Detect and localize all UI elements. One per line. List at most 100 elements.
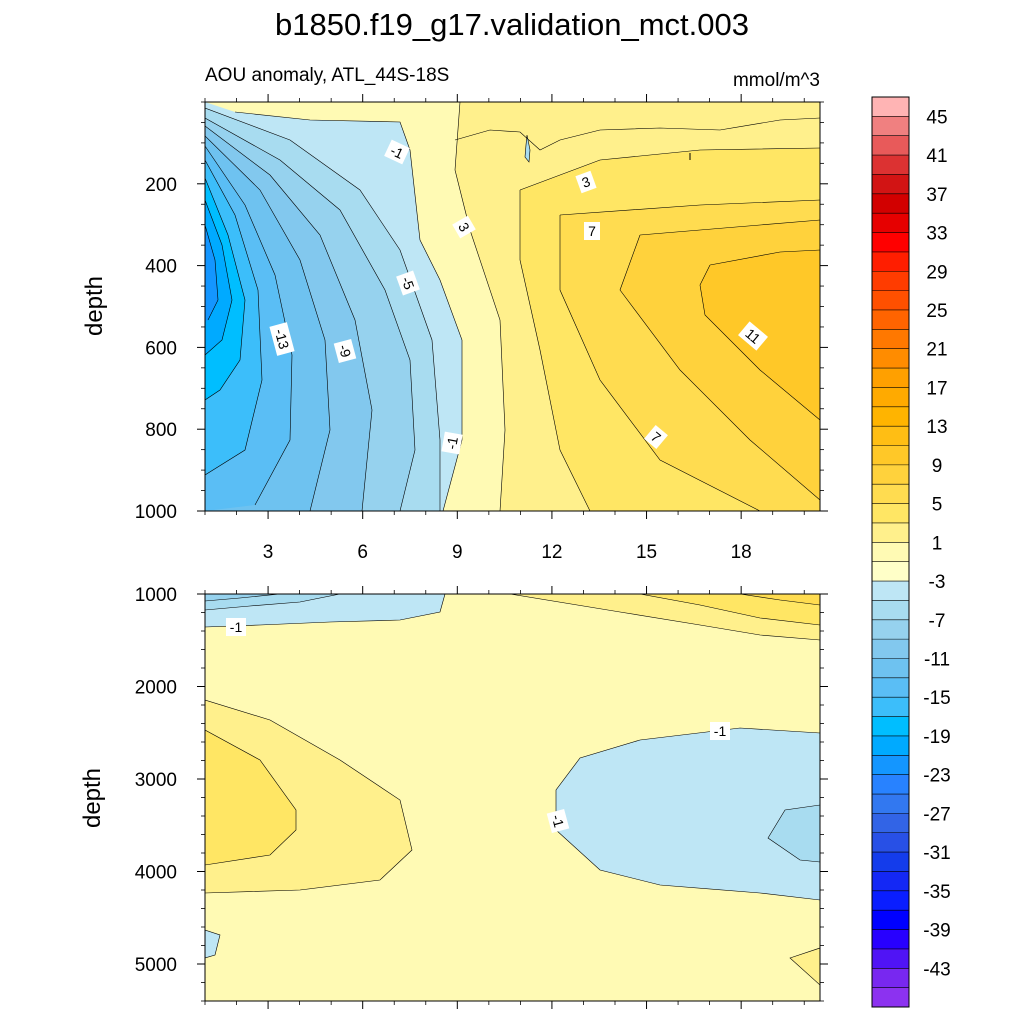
colorbar-swatch xyxy=(872,910,909,930)
colorbar-tick-label: -43 xyxy=(923,959,950,980)
y-tick-label: 600 xyxy=(145,338,177,359)
colorbar-tick-label: 13 xyxy=(926,417,947,438)
upper-contour-label: 7 xyxy=(584,222,600,240)
upper-contour-label: -5 xyxy=(396,270,420,296)
colorbar-swatch xyxy=(872,561,909,582)
colorbar-swatch xyxy=(872,406,909,427)
colorbar-tick-label: 21 xyxy=(926,340,947,361)
colorbar-swatch xyxy=(872,774,909,795)
colorbar-swatch xyxy=(872,213,909,233)
upper-contour-label: 7 xyxy=(644,424,668,450)
y-tick-label: 2000 xyxy=(135,678,177,699)
colorbar-swatch xyxy=(872,813,909,834)
y-tick-label: 200 xyxy=(145,175,177,196)
colorbar-swatch xyxy=(872,464,909,485)
colorbar-swatch xyxy=(872,309,909,330)
lower-y-axis: 1000 2000 3000 4000 5000 xyxy=(135,585,828,1002)
lower-y-axis-label: depth xyxy=(79,768,106,828)
colorbar-swatch xyxy=(872,697,909,717)
colorbar-tick-label: 45 xyxy=(926,107,947,128)
x-tick-label: 3 xyxy=(263,542,274,563)
colorbar-swatch xyxy=(872,968,909,988)
upper-contour-lines xyxy=(205,102,820,511)
colorbar-swatch xyxy=(872,929,909,950)
y-tick-label: 5000 xyxy=(135,955,177,976)
colorbar-swatch xyxy=(872,484,909,504)
y-tick-label: 800 xyxy=(145,420,177,441)
colorbar-swatch xyxy=(872,619,909,640)
colorbar-swatch xyxy=(872,116,909,137)
lower-contour-label: -1 xyxy=(710,722,730,740)
colorbar-tick-label: 5 xyxy=(932,495,943,516)
lower-contour-label: -1 xyxy=(226,618,246,636)
svg-text:-9: -9 xyxy=(336,343,355,359)
colorbar-tick-label: -31 xyxy=(923,843,950,864)
colorbar-swatch xyxy=(872,658,909,679)
colorbar-tick-label: 17 xyxy=(926,378,947,399)
upper-x-axis: 3 6 9 12 15 18 xyxy=(204,94,805,563)
y-tick-label: 1000 xyxy=(135,585,177,606)
colorbar-swatch xyxy=(872,251,909,272)
svg-text:-1: -1 xyxy=(230,619,243,635)
lower-contour-fill xyxy=(205,594,820,1001)
upper-contour-label: -9 xyxy=(333,339,357,363)
colorbar-tick-label: 1 xyxy=(932,533,943,554)
colorbar-swatch xyxy=(872,426,909,446)
colorbar-swatch xyxy=(872,794,909,814)
lower-contour-lines xyxy=(205,594,820,986)
colorbar-swatch xyxy=(872,832,909,853)
colorbar-tick-label: -35 xyxy=(923,882,950,903)
y-tick-label: 4000 xyxy=(135,863,177,884)
upper-contour-label: 3 xyxy=(575,170,597,194)
colorbar-swatch xyxy=(872,387,909,408)
colorbar-tick-label: -39 xyxy=(923,921,950,942)
upper-contour-label: -13 xyxy=(269,322,295,356)
colorbar-swatch xyxy=(872,735,909,756)
colorbar-tick-label: 33 xyxy=(926,224,947,245)
upper-contour-fill xyxy=(205,102,820,511)
svg-text:7: 7 xyxy=(588,223,596,239)
colorbar-swatch xyxy=(872,445,909,466)
lower-contour-label: -1 xyxy=(546,809,570,833)
colorbar-swatch xyxy=(872,600,909,621)
colorbar-swatch xyxy=(872,97,909,117)
colorbar-swatch xyxy=(872,503,909,524)
colorbar-swatch xyxy=(872,368,909,388)
colorbar-tick-label: 37 xyxy=(926,185,947,206)
upper-y-axis: 200 400 600 800 1000 xyxy=(135,101,828,523)
colorbar-swatch xyxy=(872,232,909,253)
colorbar xyxy=(871,96,910,1008)
colorbar-tick-label: -3 xyxy=(929,572,946,593)
colorbar-tick-label: 41 xyxy=(926,146,947,167)
svg-text:-1: -1 xyxy=(714,723,727,739)
colorbar-tick-label: -11 xyxy=(924,649,950,670)
colorbar-swatch xyxy=(872,755,909,775)
x-tick-label: 12 xyxy=(541,542,562,563)
variable-label: AOU anomaly, ATL_44S-18S xyxy=(205,65,449,86)
colorbar-swatch xyxy=(872,542,909,562)
upper-contour-label: -1 xyxy=(441,431,463,455)
colorbar-swatch xyxy=(872,174,909,195)
svg-text:-1: -1 xyxy=(549,813,568,829)
lower-x-axis xyxy=(204,586,805,1009)
colorbar-swatch xyxy=(872,639,909,659)
x-tick-label: 15 xyxy=(636,542,657,563)
colorbar-swatch xyxy=(872,581,909,601)
y-tick-label: 400 xyxy=(145,257,177,278)
svg-text:-13: -13 xyxy=(272,327,293,351)
colorbar-swatch xyxy=(872,271,909,291)
colorbar-tick-label: -23 xyxy=(923,766,950,787)
colorbar-swatch xyxy=(872,987,909,1008)
colorbar-swatch xyxy=(872,890,909,911)
colorbar-swatch xyxy=(872,135,909,156)
colorbar-swatch xyxy=(872,677,909,698)
colorbar-swatch xyxy=(872,348,909,369)
lower-panel: -1 -1 -1 1000 2000 3000 4000 5000 depth xyxy=(79,585,828,1009)
upper-y-axis-label: depth xyxy=(81,276,108,336)
colorbar-swatch xyxy=(872,852,909,872)
colorbar-swatch xyxy=(872,871,909,892)
x-tick-label: 9 xyxy=(452,542,463,563)
x-tick-label: 6 xyxy=(357,542,368,563)
colorbar-swatch xyxy=(872,522,909,543)
